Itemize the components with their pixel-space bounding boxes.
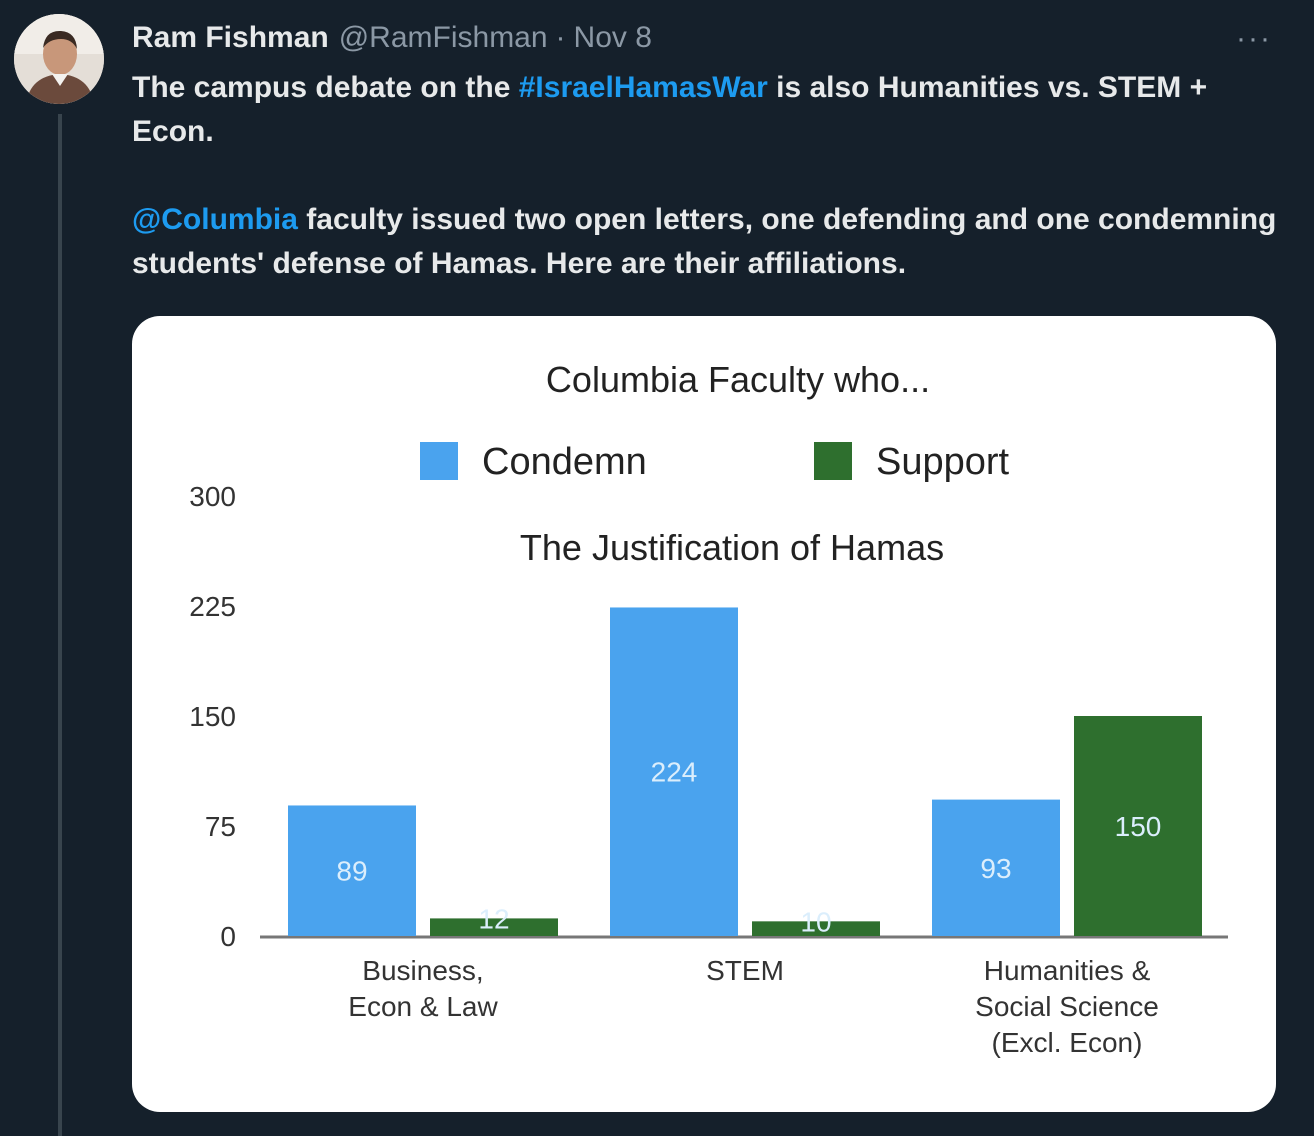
mention-link[interactable]: @Columbia [132,203,298,236]
tweet-paragraph-1: The campus debate on the #IsraelHamasWar… [132,66,1282,154]
bar-chart: Columbia Faculty who... The Justification… [189,359,1228,1058]
bar-condemn [288,805,416,936]
x-category-label: STEM [706,955,784,986]
bar-value-label: 150 [1115,811,1162,842]
bar-value-label: 89 [336,856,367,887]
author-avatar[interactable] [14,14,104,104]
bar-condemn [610,607,738,936]
chart-subtitle: The Justification of Hamas [520,527,944,568]
bar-value-label: 93 [980,853,1011,884]
tweet-header: Ram Fishman @RamFishman · Nov 8 [132,18,652,58]
more-options-icon[interactable]: ··· [1236,22,1272,55]
bar-value-label: 12 [478,903,509,934]
chart-title: Columbia Faculty who... [546,359,930,400]
legend-label-support: Support [876,441,1010,483]
author-handle[interactable]: @RamFishman [338,21,548,54]
x-category-label: Humanities & [984,955,1151,986]
separator-dot: · [555,21,566,54]
text-segment: is also Humanities vs. STEM + Econ. [132,71,1208,148]
bar-condemn [932,799,1060,936]
bar-support [752,921,880,936]
x-category-label: Business, [362,955,483,986]
author-name[interactable]: Ram Fishman [132,21,329,54]
bar-support [1074,716,1202,936]
legend-swatch-support [814,442,852,480]
x-category-label: Social Science [975,991,1159,1022]
tweet-text: The campus debate on the #IsraelHamasWar… [132,66,1282,286]
bar-support [430,918,558,936]
legend-swatch-condemn [420,442,458,480]
y-tick-label: 300 [189,481,236,512]
y-tick-label: 225 [189,591,236,622]
y-tick-label: 150 [189,701,236,732]
text-segment: faculty issued two open letters, one def… [132,203,1277,280]
y-tick-label: 75 [205,811,236,842]
tweet-media-image[interactable]: Columbia Faculty who... The Justification… [132,316,1276,1112]
text-segment: The campus debate on the [132,71,519,104]
tweet-date[interactable]: Nov 8 [573,21,652,54]
legend-label-condemn: Condemn [482,441,647,483]
bar-value-label: 10 [800,906,831,937]
hashtag-link[interactable]: #IsraelHamasWar [518,71,768,104]
x-category-label: (Excl. Econ) [992,1027,1143,1058]
thread-line [58,114,62,1136]
bar-value-label: 224 [651,757,698,788]
avatar-image [14,14,104,104]
x-category-label: Econ & Law [348,991,498,1022]
y-tick-label: 0 [220,921,236,952]
tweet-paragraph-2: @Columbia faculty issued two open letter… [132,198,1282,286]
